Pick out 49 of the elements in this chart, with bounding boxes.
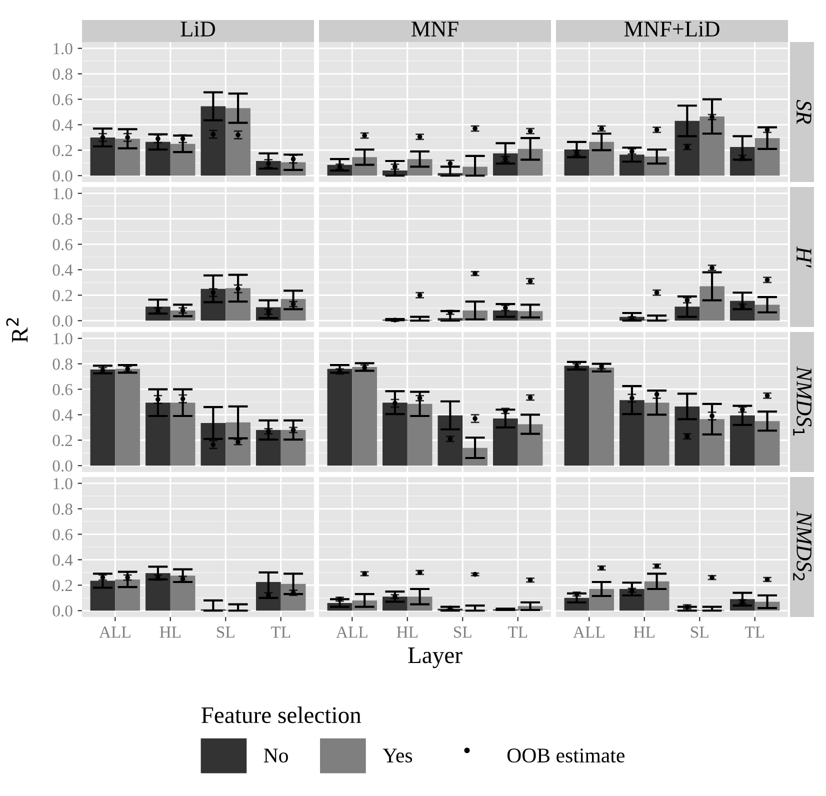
y-tick-label: 0.8	[52, 358, 72, 370]
x-tick-label: TL	[744, 626, 764, 638]
x-tick-label: SL	[454, 626, 472, 638]
y-tick-label: 0.2	[52, 580, 72, 592]
y-tick-label: 0.8	[52, 214, 72, 225]
y-tick-label: 1.0	[54, 188, 72, 200]
y-tick-label: 0.2	[52, 144, 72, 156]
x-tick-label: TL	[508, 626, 528, 638]
y-tick-label: 0.0	[52, 170, 72, 182]
y2-axis-title: NMDS$_{1}$	[793, 366, 812, 436]
x-tick-label: TL	[270, 626, 290, 638]
x-axis-title: Layer	[408, 648, 462, 668]
y-tick-label: 1.0	[54, 43, 72, 54]
y2-axis-title: H′	[796, 246, 812, 268]
chart-title: LiD	[180, 22, 216, 36]
y-tick-label: 0.6	[52, 528, 72, 540]
chart-title: MNF	[412, 22, 458, 36]
y-tick-label: 0.8	[52, 504, 72, 515]
legend-label: No	[264, 748, 288, 763]
y-tick-label: 0.6	[52, 94, 72, 106]
y-tick-label: 1.0	[54, 478, 72, 490]
y-tick-label: 0.2	[52, 434, 72, 446]
legend-title: Feature selection	[201, 706, 362, 724]
x-tick-label: SL	[217, 626, 234, 638]
x-tick-label: HL	[634, 626, 654, 638]
chart-title: MNF+LiD	[624, 22, 720, 36]
x-tick-label: ALL	[99, 626, 130, 638]
y-tick-label: 1.0	[54, 333, 72, 344]
y-tick-label: 0.0	[52, 460, 72, 472]
y-tick-label: 0.6	[52, 238, 72, 250]
legend-label: Yes	[382, 748, 412, 763]
x-tick-label: ALL	[336, 626, 368, 638]
y-tick-label: 0.8	[52, 68, 72, 80]
y2-axis-title: SR	[796, 100, 812, 124]
y-tick-label: 0.0	[52, 315, 72, 327]
x-tick-label: SL	[691, 626, 708, 638]
x-tick-label: HL	[396, 626, 418, 638]
y-tick-label: 0.4	[52, 409, 73, 421]
y-tick-label: 0.4	[52, 264, 73, 276]
x-tick-label: HL	[160, 626, 180, 638]
y-tick-label: 0.2	[52, 290, 72, 302]
y-axis-title: R$^{2}$	[6, 318, 28, 342]
y-tick-label: 0.6	[52, 384, 72, 396]
x-tick-label: ALL	[573, 626, 604, 638]
y-tick-label: 0.4	[52, 554, 73, 566]
y2-axis-title: NMDS$_{2}$	[793, 511, 812, 580]
y-tick-label: 0.0	[52, 605, 72, 617]
legend-label: OOB estimate	[507, 748, 624, 763]
y-tick-label: 0.4	[52, 119, 73, 131]
